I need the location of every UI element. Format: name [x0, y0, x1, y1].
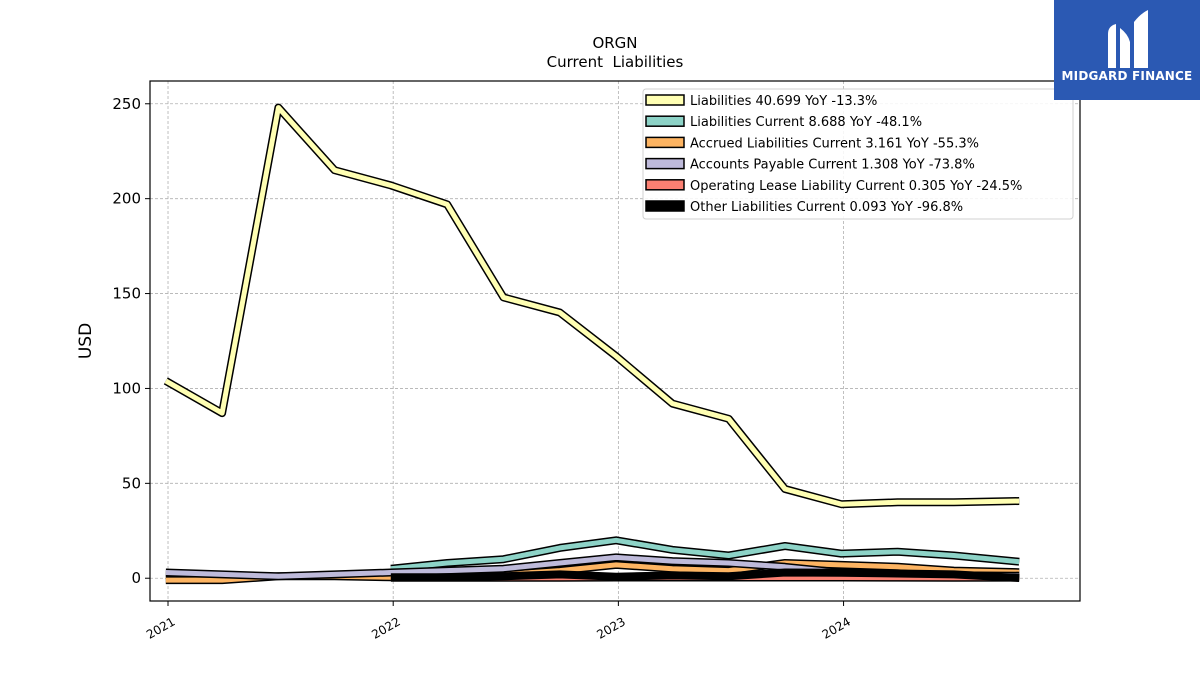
chart-title: ORGN	[592, 34, 637, 52]
x-ticks: 2021 2022 2023 2024	[144, 601, 853, 642]
legend-label: Operating Lease Liability Current 0.305 …	[690, 179, 1022, 194]
legend-swatch	[646, 180, 684, 190]
logo-mark-icon	[1102, 8, 1152, 70]
legend-swatch	[646, 159, 684, 169]
legend: Liabilities 40.699 YoY -13.3% Liabilities…	[643, 89, 1073, 219]
legend-label: Liabilities Current 8.688 YoY -48.1%	[690, 115, 922, 130]
y-tick-label: 50	[122, 474, 141, 492]
legend-swatch	[646, 116, 684, 126]
legend-label: Liabilities 40.699 YoY -13.3%	[690, 94, 877, 109]
y-tick-label: 250	[112, 95, 141, 113]
y-tick-label: 200	[112, 190, 141, 208]
legend-label: Other Liabilities Current 0.093 YoY -96.…	[690, 200, 963, 215]
series-5	[391, 573, 1019, 579]
chart: ORGN Current Liabilities 0 50 100 150 200 250…	[0, 0, 1200, 675]
logo-text: MIDGARD FINANCE	[1054, 69, 1200, 83]
y-tick-label: 150	[112, 285, 141, 303]
y-ticks: 0 50 100 150 200 250	[112, 95, 150, 587]
x-tick-label: 2022	[369, 614, 402, 641]
y-tick-label: 0	[131, 569, 141, 587]
y-axis-label: USD	[76, 323, 96, 359]
brand-logo: MIDGARD FINANCE	[1054, 0, 1200, 100]
x-tick-label: 2024	[820, 614, 853, 641]
legend-swatch	[646, 95, 684, 105]
x-tick-label: 2023	[594, 614, 627, 641]
legend-label: Accrued Liabilities Current 3.161 YoY -5…	[690, 136, 979, 151]
x-tick-label: 2021	[144, 614, 177, 641]
legend-swatch	[646, 137, 684, 147]
chart-subtitle: Current Liabilities	[547, 53, 684, 71]
legend-label: Accounts Payable Current 1.308 YoY -73.8…	[690, 158, 975, 173]
y-tick-label: 100	[112, 379, 141, 397]
legend-swatch	[646, 201, 684, 211]
